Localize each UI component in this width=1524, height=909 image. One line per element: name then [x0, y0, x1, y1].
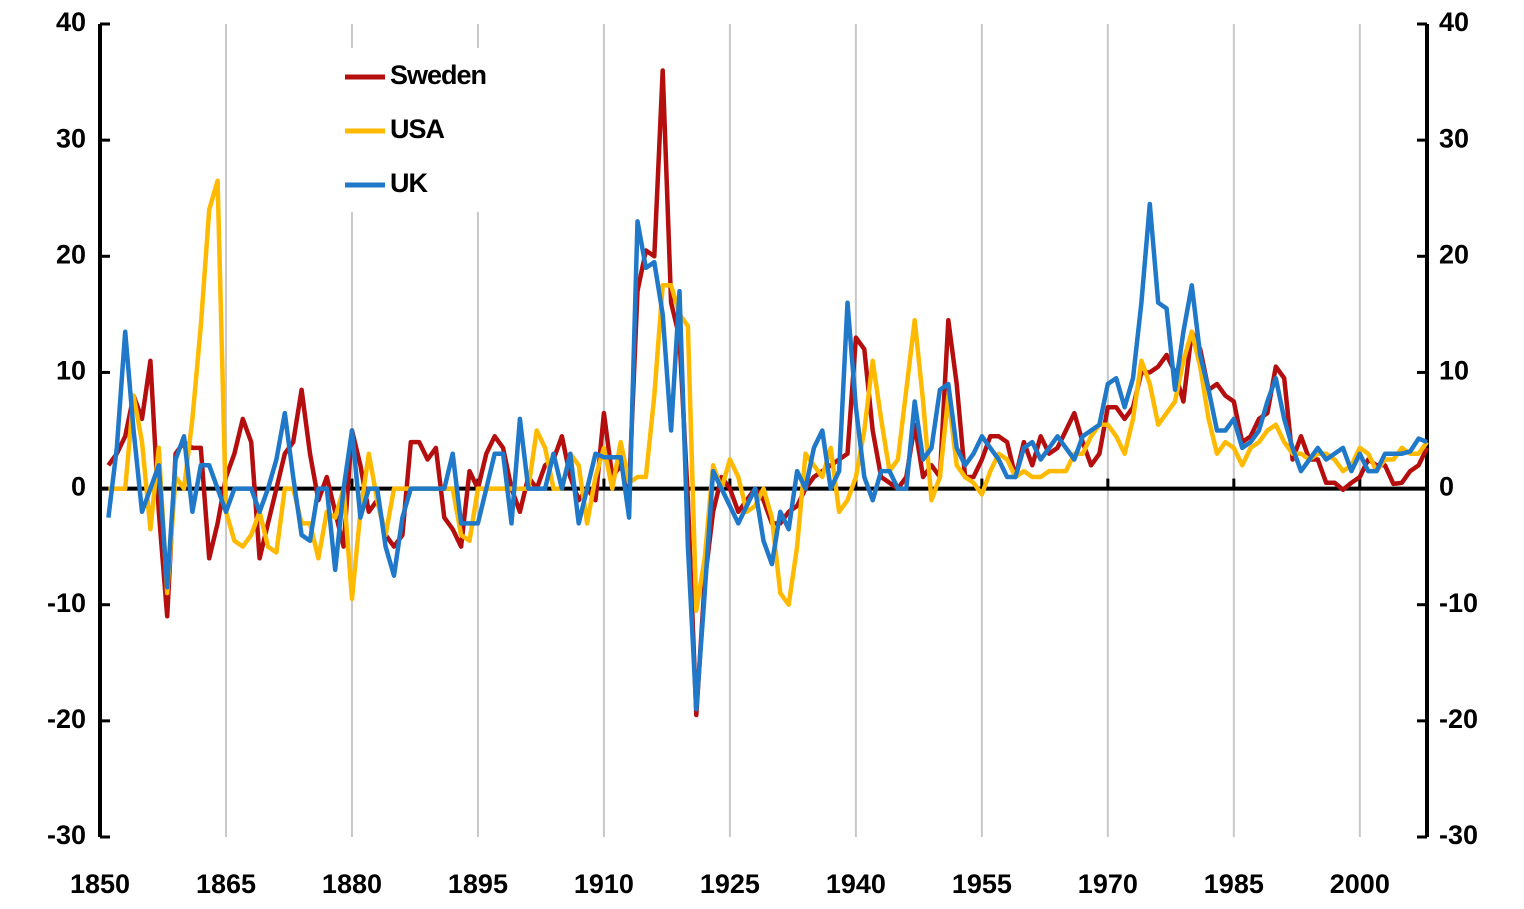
y2-tick-label: -10	[1439, 588, 1478, 618]
y2-tick-label: 20	[1439, 239, 1469, 269]
x-tick-label: 1880	[322, 869, 382, 899]
x-tick-label: 1865	[196, 869, 256, 899]
y2-tick-label: 40	[1439, 7, 1469, 37]
legend-box	[268, 48, 578, 212]
y-tick-label: -10	[47, 588, 86, 618]
y2-tick-label: 30	[1439, 123, 1469, 153]
x-tick-label: 1910	[574, 869, 634, 899]
legend-label: USA	[390, 114, 445, 144]
x-tick-label: 1895	[448, 869, 508, 899]
series-line	[106, 201, 1428, 712]
x-tick-label: 1985	[1204, 869, 1264, 899]
x-tick-label: 2000	[1330, 869, 1390, 899]
y-tick-label: 30	[56, 123, 86, 153]
legend-label: UK	[390, 168, 428, 198]
y2-tick-label: 10	[1439, 356, 1469, 386]
y-tick-label: 10	[56, 356, 86, 386]
x-tick-label: 1940	[826, 869, 886, 899]
y2-tick-label: -20	[1439, 704, 1478, 734]
legend-label: Sweden	[390, 60, 486, 90]
x-tick-label: 1925	[700, 869, 760, 899]
x-tick-label: 1970	[1078, 869, 1138, 899]
y-tick-label: -20	[47, 704, 86, 734]
y-tick-label: 40	[56, 7, 86, 37]
y-tick-label: 0	[71, 472, 86, 502]
y2-tick-label: -30	[1439, 820, 1478, 850]
x-tick-label: 1955	[952, 869, 1012, 899]
y2-tick-label: 0	[1439, 472, 1454, 502]
y-tick-label: -30	[47, 820, 86, 850]
y-tick-label: 20	[56, 239, 86, 269]
x-tick-label: 1850	[70, 869, 130, 899]
